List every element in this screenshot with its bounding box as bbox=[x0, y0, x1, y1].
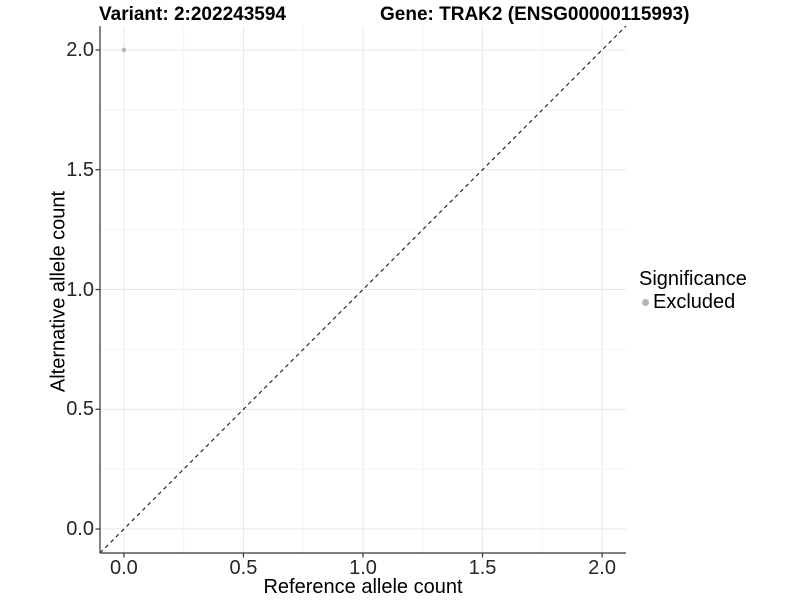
legend: Significance Excluded bbox=[639, 268, 747, 313]
legend-point-icon bbox=[642, 298, 649, 306]
x-tick-label: 1.5 bbox=[468, 557, 497, 579]
y-tick-label: 0.0 bbox=[66, 518, 94, 541]
y-tick-label: 1.5 bbox=[66, 158, 94, 181]
legend-item-label: Excluded bbox=[653, 291, 736, 313]
data-point-excluded bbox=[121, 47, 127, 53]
x-tick-label: 0.0 bbox=[110, 557, 138, 579]
legend-item: Excluded bbox=[639, 291, 747, 313]
plot-title-variant: Variant: 2:202243594 bbox=[99, 4, 286, 25]
legend-items: Excluded bbox=[639, 291, 747, 313]
x-tick-label: 0.5 bbox=[229, 557, 258, 579]
y-tick-label: 1.0 bbox=[66, 278, 94, 301]
plot-title-gene: Gene: TRAK2 (ENSG00000115993) bbox=[380, 4, 690, 25]
y-tick-label: 2.0 bbox=[66, 38, 94, 61]
x-axis-title: Reference allele count bbox=[263, 576, 463, 598]
y-tick-label: 0.5 bbox=[66, 398, 94, 421]
x-tick-label: 1.0 bbox=[349, 557, 377, 579]
x-tick-label: 2.0 bbox=[588, 557, 616, 579]
legend-title: Significance bbox=[639, 268, 747, 290]
